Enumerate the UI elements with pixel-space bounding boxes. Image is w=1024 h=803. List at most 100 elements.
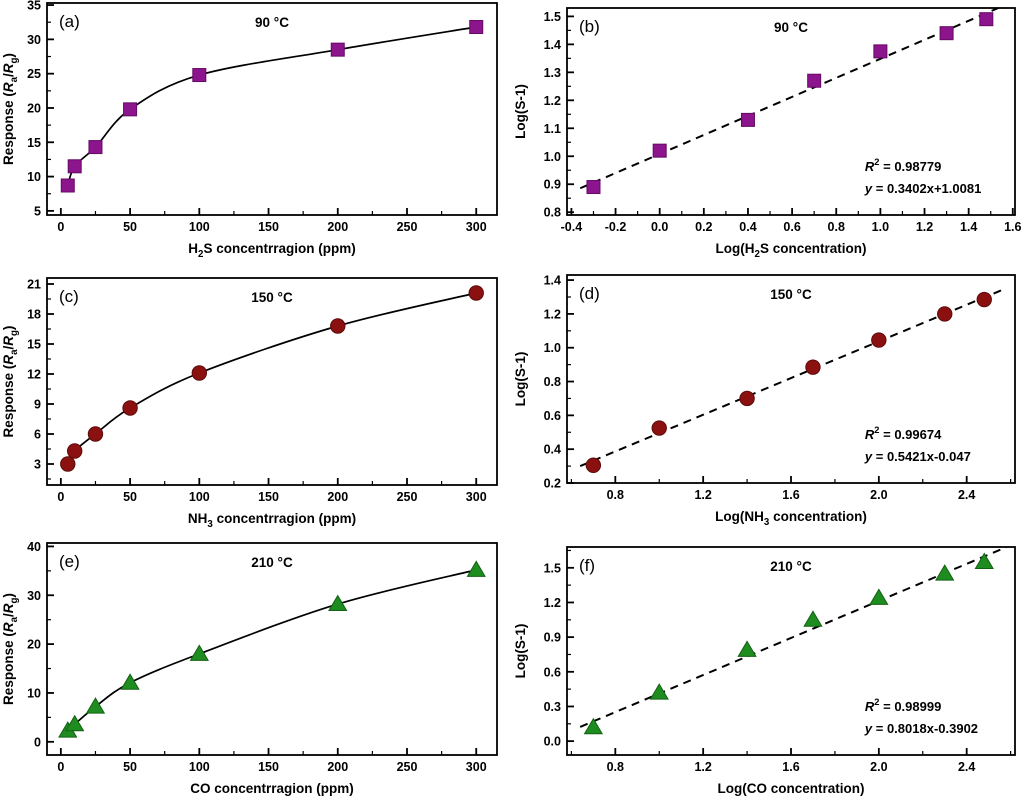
x-tick-label: 50: [123, 220, 137, 234]
x-tick-label: -0.2: [605, 220, 627, 234]
data-points: [583, 552, 994, 735]
x-tick-label: 2.4: [958, 760, 975, 774]
y-tick-label: 0.6: [544, 665, 561, 679]
y-tick-label: 1.5: [544, 10, 561, 24]
trend-line: [66, 292, 477, 465]
panel-label: (b): [579, 17, 600, 36]
chart-title: 150 °C: [251, 290, 293, 305]
data-points: [60, 285, 484, 472]
data-point: [122, 400, 138, 416]
panel-c: 0 50 100 150 200 250 300 3 6 9 12 15 18 21 (c) 150 °C NH…: [0, 260, 512, 535]
data-point: [87, 426, 104, 442]
data-point: [651, 420, 667, 436]
panel-b-chart: -0.4 -0.2 0.0 0.2 0.4 0.6 0.8 1.0 1.2 1.4 1.6 0.8 0.…: [513, 7, 1022, 260]
data-point: [189, 644, 209, 661]
panel-b: -0.4 -0.2 0.0 0.2 0.4 0.6 0.8 1.0 1.2 1.4 1.6 0.8 0.…: [512, 0, 1024, 260]
plot-frame: [46, 542, 498, 756]
data-point: [330, 42, 345, 57]
y-tick-label: 0.8: [544, 206, 561, 220]
annotation-r-squared: R2 = 0.99674: [865, 425, 942, 442]
y-tick-label: 30: [27, 589, 41, 603]
x-axis-label: H2S concentrragion (ppm): [188, 241, 355, 260]
data-point: [60, 178, 75, 193]
x-tick-label: 0.8: [607, 488, 624, 502]
y-tick-label: 0.9: [544, 178, 561, 192]
annotation-r-squared: R2 = 0.98999: [865, 697, 941, 714]
x-tick-label: 300: [466, 760, 487, 774]
x-tick-label: 200: [327, 490, 348, 504]
y-tick-label: 0.9: [544, 631, 561, 645]
y-tick-label: 1.0: [544, 150, 561, 164]
y-tick-label: 1.2: [544, 307, 561, 321]
data-point: [937, 306, 953, 322]
y-tick-label: 15: [27, 136, 41, 150]
chart-title: 150 °C: [770, 287, 812, 302]
y-tick-label: 10: [27, 170, 41, 184]
data-point: [586, 180, 601, 195]
y-tick-label: 9: [34, 398, 41, 412]
axis-ticks: [47, 283, 478, 485]
x-tick-label: 2.4: [958, 488, 975, 502]
data-points: [586, 12, 994, 195]
axis-ticks: [567, 549, 1012, 755]
y-tick-label: 12: [27, 368, 41, 382]
y-tick-label: 35: [27, 0, 41, 13]
chart-title: 90 °C: [255, 15, 289, 30]
x-tick-label: 200: [327, 760, 348, 774]
plot-frame: [566, 7, 1016, 216]
panel-d-chart: 0.8 1.2 1.6 2.0 2.4 0.2 0.4 0.6 0.8 1.0 1.2 1.4 (d) 1…: [513, 274, 1016, 528]
data-point: [939, 26, 954, 41]
panel-label: (c): [59, 287, 79, 306]
axis-ticks: [567, 15, 1014, 215]
panel-label: (e): [59, 552, 80, 571]
chart-title: 90 °C: [774, 20, 808, 35]
y-tick-label: 25: [27, 67, 41, 81]
annotation-equation: y = 0.8018x-0.3902: [864, 721, 978, 736]
x-tick-label: 150: [258, 220, 279, 234]
data-point: [739, 390, 755, 407]
x-tick-label: 0.8: [607, 760, 624, 774]
data-point: [805, 359, 821, 375]
x-tick-label: 1.0: [872, 220, 889, 234]
y-tick-label: 10: [27, 686, 41, 700]
x-tick-label: 100: [189, 220, 210, 234]
panel-label: (a): [59, 12, 80, 31]
x-tick-label: 100: [189, 760, 210, 774]
chart-title: 210 °C: [251, 555, 293, 570]
y-tick-label: 0.2: [544, 477, 561, 491]
data-point: [869, 588, 889, 605]
x-tick-label: 0: [57, 760, 64, 774]
x-tick-label: 1.6: [782, 488, 799, 502]
data-point: [120, 673, 140, 690]
annotation-equation: y = 0.3402x+1.0081: [864, 181, 981, 196]
data-point: [469, 20, 484, 35]
x-tick-label: 0: [57, 490, 64, 504]
y-axis-label: Response (Ra/Rg): [1, 326, 20, 438]
x-tick-label: 0.2: [695, 220, 712, 234]
x-tick-label: -0.4: [561, 220, 583, 234]
x-tick-label: 100: [189, 490, 210, 504]
y-axis-label: Response (Ra/Rg): [1, 53, 20, 165]
y-axis-label: Log(S-1): [513, 84, 528, 139]
y-tick-label: 1.0: [544, 341, 561, 355]
plot-frame: [46, 2, 498, 216]
y-axis-label: Log(S-1): [513, 624, 528, 679]
axis-ticks: [47, 4, 478, 215]
y-tick-label: 0.8: [544, 375, 561, 389]
y-tick-label: 1.4: [544, 38, 561, 52]
y-axis-label: Response (Ra/Rg): [1, 593, 20, 705]
y-tick-label: 0: [34, 735, 41, 749]
annotation-r-squared: R2 = 0.98779: [865, 157, 941, 174]
x-tick-label: 2.0: [870, 488, 887, 502]
fit-line: [579, 287, 1007, 468]
plot-frame: [46, 277, 498, 486]
panel-c-chart: 0 50 100 150 200 250 300 3 6 9 12 15 18 21 (c) 150 °C NH…: [1, 277, 498, 530]
axis-ticks: [47, 545, 478, 755]
y-tick-label: 18: [27, 308, 41, 322]
chart-title: 210 °C: [770, 559, 812, 574]
data-point: [979, 12, 994, 27]
x-tick-label: 150: [258, 760, 279, 774]
panel-label: (f): [579, 556, 595, 575]
data-point: [871, 332, 887, 348]
